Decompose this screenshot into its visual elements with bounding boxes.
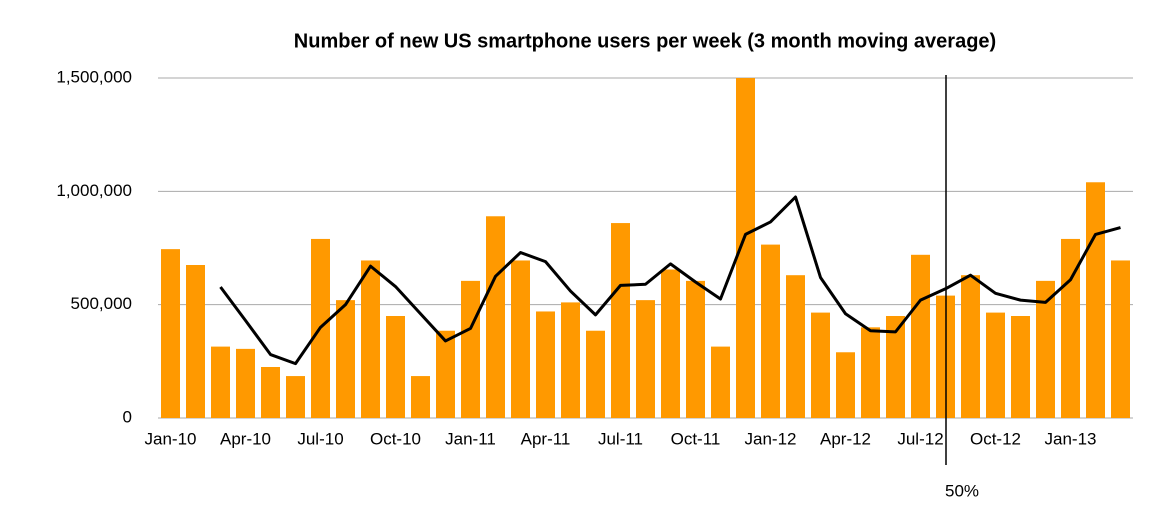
bar [511, 260, 530, 418]
bar [761, 244, 780, 418]
bar [236, 348, 255, 418]
bar [1036, 280, 1055, 418]
bar [536, 311, 555, 418]
bar [1111, 260, 1130, 418]
x-tick-label: Apr-11 [521, 429, 571, 448]
bar [486, 216, 505, 418]
bar [836, 352, 855, 418]
bar [336, 300, 355, 418]
x-tick-label: Apr-12 [820, 429, 871, 448]
bar [161, 249, 180, 418]
line [219, 195, 1121, 366]
x-tick-label: Apr-10 [220, 429, 271, 448]
bar [361, 260, 380, 418]
x-tick-label: Jul-11 [598, 429, 643, 448]
bar [986, 312, 1005, 418]
bar [661, 269, 680, 418]
y-tick-label: 1,000,000 [56, 181, 132, 200]
bar [1086, 182, 1105, 418]
x-tick-label: Jan-10 [145, 429, 197, 448]
bar [786, 275, 805, 418]
bar [186, 265, 205, 418]
bar [611, 223, 630, 418]
bar [961, 275, 980, 418]
bar [386, 316, 405, 418]
bar [861, 327, 880, 418]
bar [911, 254, 930, 418]
annotation: 50% [945, 481, 979, 500]
y-tick-label: 500,000 [71, 294, 132, 313]
x-tick-label: Oct-12 [970, 429, 1021, 448]
x-tick-label: Jul-10 [297, 429, 343, 448]
bar [411, 376, 430, 418]
bar [286, 376, 305, 418]
bar [811, 312, 830, 418]
bar [736, 78, 755, 418]
bar [586, 330, 605, 418]
x-tick-label: Jan-12 [745, 429, 797, 448]
y-tick-label: 1,500,000 [56, 67, 132, 86]
x-tick-label: Jan-11 [445, 429, 496, 448]
bar [686, 280, 705, 418]
bar [1011, 316, 1030, 418]
bar [211, 346, 230, 418]
x-tick-label: Oct-11 [671, 429, 721, 448]
x-tick-label: Oct-10 [370, 429, 421, 448]
chart-title: Number of new US smartphone users per we… [294, 30, 996, 52]
bar [436, 330, 455, 418]
y-tick-label: 0 [123, 407, 132, 426]
x-tick-label: Jan-13 [1045, 429, 1097, 448]
bar [561, 302, 580, 418]
bar [711, 346, 730, 418]
x-tick-label: Jul-12 [897, 429, 943, 448]
bar [886, 316, 905, 418]
bar [636, 300, 655, 418]
bar [461, 280, 480, 418]
bar [261, 367, 280, 418]
